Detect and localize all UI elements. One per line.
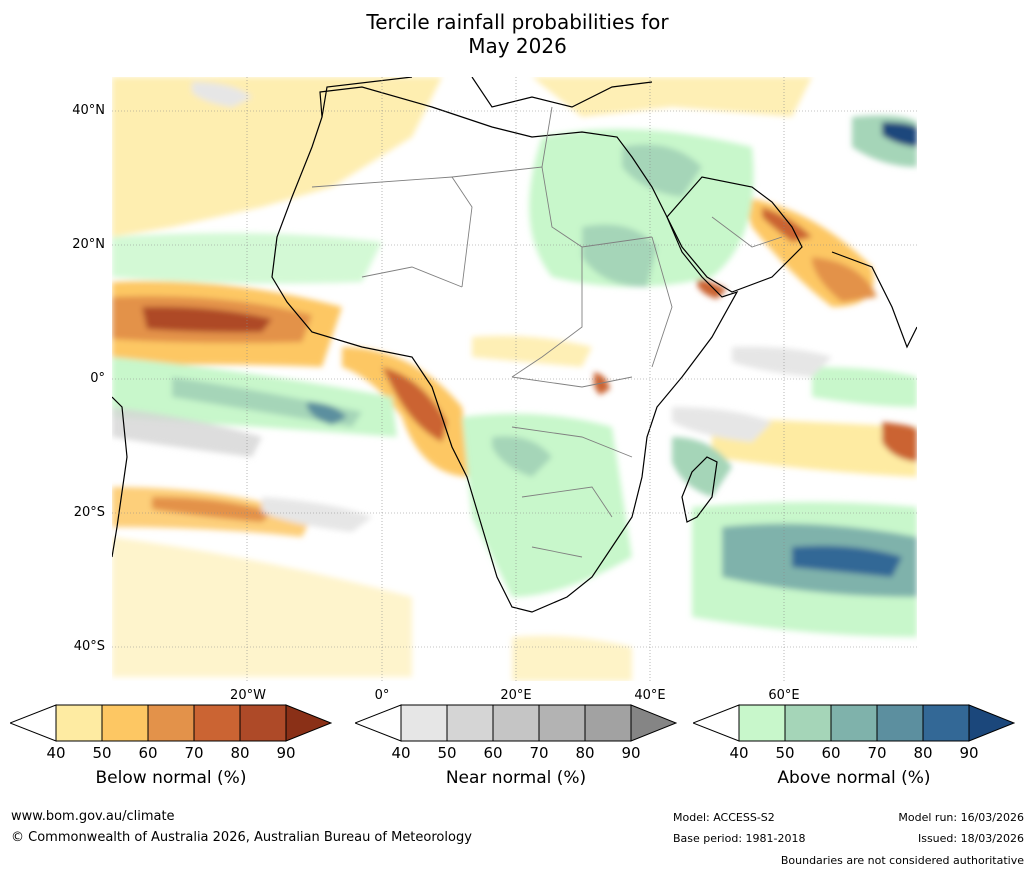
graticule — [112, 77, 917, 681]
cbar-above-seg-4 — [876, 704, 924, 742]
cbar-below-tick: 50 — [92, 744, 112, 762]
copyright-text: © Commonwealth of Australia 2026, Austra… — [11, 830, 472, 845]
cbar-below-tick: 80 — [230, 744, 250, 762]
cbar-near-tick: 80 — [575, 744, 595, 762]
lat-label-20n: 20°N — [72, 237, 105, 252]
cbar-near-seg-4 — [538, 704, 586, 742]
probability-shading — [112, 77, 917, 681]
lat-label-40s: 40°S — [73, 639, 105, 654]
lon-label-60e: 60°E — [768, 688, 800, 703]
cbar-below-seg-3 — [147, 704, 195, 742]
model-name: Model: ACCESS-S2 — [673, 811, 775, 824]
cbar-near-tick: 90 — [621, 744, 641, 762]
madagascar-coastline — [681, 456, 718, 523]
colorbar-below-label: Below normal (%) — [95, 768, 247, 788]
colorbar-above-normal — [693, 704, 1015, 742]
cbar-near-seg-0 — [355, 704, 402, 742]
cbar-above-tick: 80 — [913, 744, 933, 762]
cbar-near-seg-2 — [446, 704, 494, 742]
lon-label-20w: 20°W — [230, 688, 266, 703]
lat-label-equator: 0° — [90, 371, 105, 386]
europe-coastline — [321, 77, 653, 118]
model-run-date: Model run: 16/03/2026 — [898, 811, 1024, 824]
cbar-above-seg-5 — [922, 704, 970, 742]
cbar-near-tick: 40 — [391, 744, 411, 762]
cbar-above-tick: 50 — [775, 744, 795, 762]
cbar-above-tick: 70 — [867, 744, 887, 762]
base-period: Base period: 1981-2018 — [673, 832, 806, 845]
lon-label-20e: 20°E — [500, 688, 532, 703]
cbar-above-seg-1 — [738, 704, 786, 742]
cbar-near-seg-3 — [492, 704, 540, 742]
cbar-near-tick: 50 — [437, 744, 457, 762]
cbar-above-tick: 90 — [959, 744, 979, 762]
cbar-near-seg-1 — [400, 704, 448, 742]
lat-label-20s: 20°S — [73, 505, 105, 520]
india-coastline — [831, 251, 917, 349]
country-borders — [311, 106, 783, 558]
cbar-below-seg-1 — [55, 704, 103, 742]
cbar-below-seg-6 — [285, 704, 332, 742]
colorbar-above-label: Above normal (%) — [777, 768, 931, 788]
arabia-coastline — [666, 176, 803, 293]
lon-label-0: 0° — [374, 688, 390, 703]
cbar-below-seg-5 — [239, 704, 287, 742]
lon-label-40e: 40°E — [634, 688, 666, 703]
boundaries-disclaimer: Boundaries are not considered authoritat… — [780, 854, 1024, 867]
south-america-coastline — [112, 396, 128, 558]
cbar-below-tick: 90 — [276, 744, 296, 762]
africa-coastline — [271, 86, 739, 613]
cbar-above-seg-2 — [784, 704, 832, 742]
map-title-line2: May 2026 — [468, 34, 567, 58]
cbar-above-seg-3 — [830, 704, 878, 742]
rainfall-probability-map — [112, 77, 917, 681]
cbar-below-seg-4 — [193, 704, 241, 742]
cbar-above-seg-0 — [693, 704, 740, 742]
issued-date: Issued: 18/03/2026 — [917, 832, 1024, 845]
coastlines — [112, 77, 917, 613]
colorbar-near-normal — [355, 704, 677, 742]
cbar-near-tick: 60 — [483, 744, 503, 762]
lat-label-40n: 40°N — [72, 103, 105, 118]
colorbar-near-label: Near normal (%) — [445, 768, 587, 788]
cbar-above-tick: 60 — [821, 744, 841, 762]
cbar-near-seg-5 — [584, 704, 632, 742]
cbar-below-tick: 70 — [184, 744, 204, 762]
cbar-above-seg-6 — [968, 704, 1015, 742]
map-canvas — [112, 77, 917, 681]
cbar-above-tick: 40 — [729, 744, 749, 762]
cbar-below-seg-2 — [101, 704, 149, 742]
cbar-below-seg-0 — [10, 704, 57, 742]
cbar-near-seg-6 — [630, 704, 677, 742]
map-title-line1: Tercile rainfall probabilities for — [366, 10, 669, 34]
colorbar-below-normal — [10, 704, 332, 742]
cbar-below-tick: 60 — [138, 744, 158, 762]
cbar-below-tick: 40 — [46, 744, 66, 762]
website-link[interactable]: www.bom.gov.au/climate — [11, 809, 175, 824]
cbar-near-tick: 70 — [529, 744, 549, 762]
